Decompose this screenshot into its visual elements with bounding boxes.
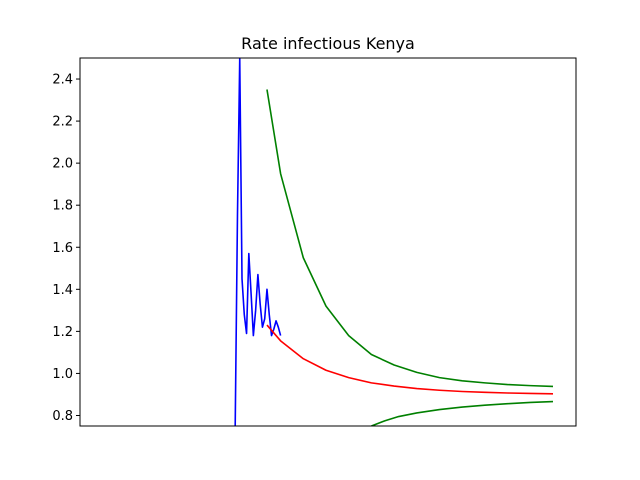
y-axis: 0.8 1.0 1.2 1.4 1.6 1.8 2.0 2.2 2.4 xyxy=(52,73,80,424)
chart-title: Rate infectious Kenya xyxy=(241,34,415,53)
series-line-3 xyxy=(266,89,554,388)
series-line-1 xyxy=(234,58,282,426)
y-tick-label: 2.4 xyxy=(52,73,73,88)
plot-area xyxy=(234,58,554,426)
series-line-2 xyxy=(266,324,554,395)
series-line-4 xyxy=(371,400,554,426)
y-tick-label: 1.2 xyxy=(52,325,73,340)
y-tick-label: 1.8 xyxy=(52,199,73,214)
y-tick-label: 1.0 xyxy=(52,367,73,382)
y-tick-label: 1.6 xyxy=(52,241,73,256)
y-tick-label: 1.4 xyxy=(52,283,73,298)
y-tick-label: 2.0 xyxy=(52,157,73,172)
y-tick-label: 2.2 xyxy=(52,115,73,130)
plot-frame xyxy=(79,57,577,427)
y-tick-label: 0.8 xyxy=(52,409,73,424)
